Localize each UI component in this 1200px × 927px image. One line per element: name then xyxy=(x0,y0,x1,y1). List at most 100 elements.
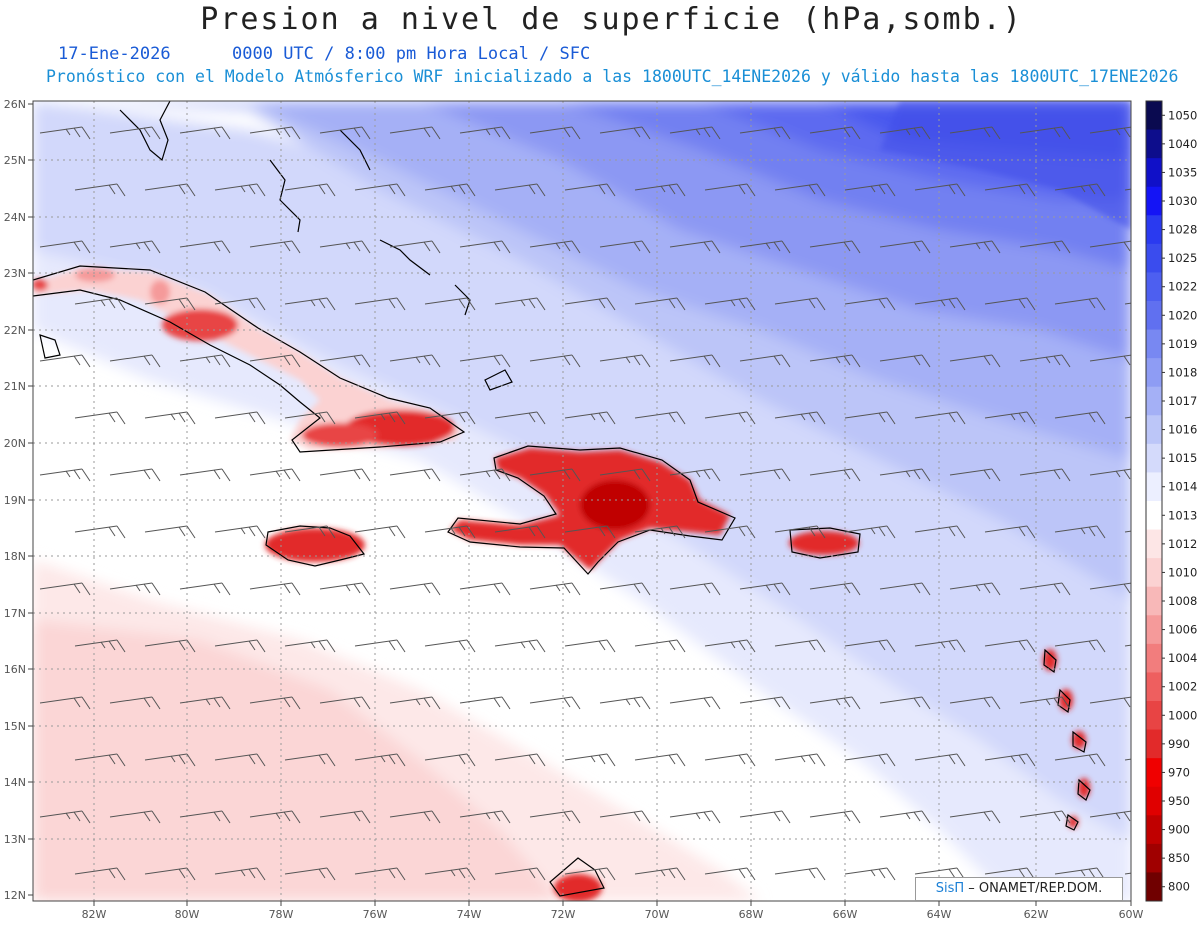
wind-barb xyxy=(354,297,406,311)
wind-barb xyxy=(879,810,931,824)
colorbar-cell xyxy=(1146,301,1162,331)
wind-barb xyxy=(1089,582,1131,594)
wind-barb xyxy=(774,867,826,881)
lat-label: 25N xyxy=(4,154,26,167)
colorbar-cell xyxy=(1146,758,1162,788)
lat-label: 20N xyxy=(4,437,26,450)
wind-barb xyxy=(319,696,371,710)
colorbar-cell xyxy=(1146,615,1162,645)
lat-label: 21N xyxy=(4,380,26,393)
valid-time: 0000 UTC / 8:00 pm Hora Local / SFC xyxy=(232,44,591,64)
wind-barb xyxy=(109,582,161,596)
wind-barb xyxy=(844,411,896,425)
wind-barb xyxy=(704,639,756,653)
wind-barb xyxy=(249,240,301,254)
pressure-colorbar: 1050 1040 1035 1030 1028 1025 1022 1020 1019 1018… xyxy=(1145,100,1197,902)
wind-barb xyxy=(704,411,756,425)
wind-barb xyxy=(1019,126,1071,140)
coastlines xyxy=(33,101,1091,897)
wind-barb xyxy=(984,639,1036,653)
colorbar-cell xyxy=(1146,129,1162,159)
colorbar-label: 1028 xyxy=(1168,223,1197,237)
wind-barb xyxy=(809,126,861,140)
wind-barb xyxy=(179,582,231,596)
wind-barb xyxy=(144,183,196,197)
wind-barb xyxy=(39,810,91,824)
wind-barb xyxy=(74,753,126,767)
wind-barb xyxy=(319,126,371,140)
wind-barb xyxy=(74,867,126,881)
wind-barb xyxy=(144,753,196,767)
wind-barb xyxy=(249,468,301,482)
wind-barb xyxy=(774,525,826,539)
wind-barb xyxy=(39,468,91,482)
wind-barb xyxy=(529,696,581,710)
valid-time-line: 17-Ene-2026 0000 UTC / 8:00 pm Hora Loca… xyxy=(58,44,590,64)
wind-barb xyxy=(879,240,931,254)
lat-label: 23N xyxy=(4,267,26,280)
wind-barb xyxy=(669,582,721,596)
colorbar-cell xyxy=(1146,558,1162,588)
colorbar-label: 970 xyxy=(1168,765,1190,779)
wind-barb xyxy=(354,753,406,767)
colorbar-label: 1025 xyxy=(1168,251,1197,265)
wind-barb xyxy=(144,639,196,653)
wind-barb xyxy=(144,411,196,425)
map-title: Presion a nivel de superficie (hPa,somb.… xyxy=(200,2,1023,37)
colorbar-cell xyxy=(1146,586,1162,616)
wind-barb xyxy=(844,183,896,197)
colorbar-cell xyxy=(1146,386,1162,416)
wind-barb xyxy=(739,582,791,596)
wind-barb xyxy=(669,468,721,482)
colorbar-cell xyxy=(1146,243,1162,273)
wind-barb xyxy=(704,183,756,197)
colorbar-label: 900 xyxy=(1168,823,1190,837)
wind-barb xyxy=(109,696,161,710)
lat-label: 13N xyxy=(4,833,26,846)
colorbar-label: 1004 xyxy=(1168,651,1197,665)
colorbar-label: 1018 xyxy=(1168,365,1197,379)
wind-barb xyxy=(879,126,931,140)
colorbar-cell xyxy=(1146,415,1162,445)
wind-barb xyxy=(74,639,126,653)
colorbar-cell xyxy=(1146,501,1162,531)
wind-barb xyxy=(774,411,826,425)
wind-barb xyxy=(1089,810,1131,822)
lon-label: 80W xyxy=(175,908,200,921)
wind-barb xyxy=(599,468,651,482)
wind-barb xyxy=(214,297,266,311)
wind-barb xyxy=(984,525,1036,539)
lon-label: 72W xyxy=(551,908,576,921)
wind-barb xyxy=(564,411,616,425)
wind-barb xyxy=(704,525,756,539)
wind-barb xyxy=(109,810,161,824)
colorbar-cell xyxy=(1146,215,1162,245)
colorbar-label: 1022 xyxy=(1168,280,1197,294)
colorbar-label: 1002 xyxy=(1168,680,1197,694)
wind-barb xyxy=(774,297,826,311)
wind-barb xyxy=(144,297,196,311)
wind-barb xyxy=(634,639,686,653)
wind-barb xyxy=(564,753,616,767)
wind-barb xyxy=(179,468,231,482)
wind-barb xyxy=(599,354,651,368)
wind-barb xyxy=(1054,297,1106,311)
wind-barb xyxy=(389,354,441,368)
wind-barb xyxy=(739,354,791,368)
colorbar-label: 1006 xyxy=(1168,623,1197,637)
wind-barb xyxy=(809,468,861,482)
wind-barb xyxy=(284,867,336,881)
lon-label: 62W xyxy=(1024,908,1049,921)
wind-barb xyxy=(704,297,756,311)
wind-barb xyxy=(949,582,1001,596)
wind-barb xyxy=(459,354,511,368)
pressure-field xyxy=(33,101,1131,901)
wind-barb xyxy=(319,354,371,368)
wind-barb xyxy=(109,240,161,254)
wind-barb xyxy=(214,867,266,881)
wind-barb xyxy=(494,525,546,539)
lat-label: 24N xyxy=(4,211,26,224)
wind-barb xyxy=(914,753,966,767)
colorbar-cell xyxy=(1146,472,1162,502)
